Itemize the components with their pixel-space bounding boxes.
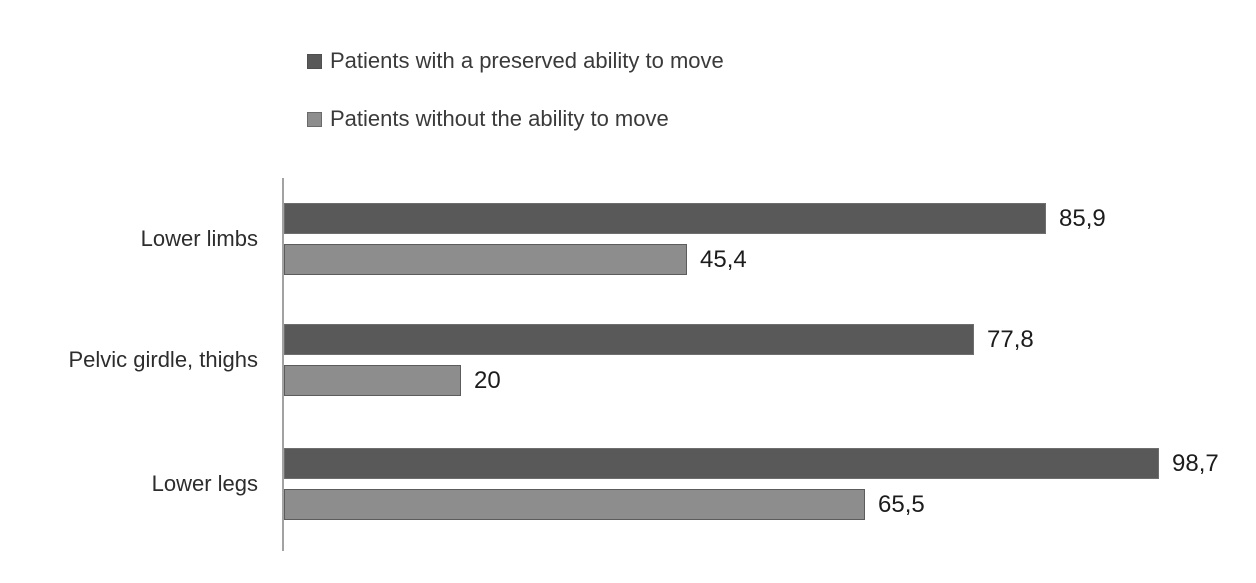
bar-group: Pelvic girdle, thighs 77,8 20 <box>0 324 1256 396</box>
legend-swatch-without-ability <box>307 111 322 127</box>
bar-preserved-ability: 77,8 <box>284 324 1034 355</box>
bar-value-label: 77,8 <box>987 325 1034 353</box>
bar-preserved-ability: 85,9 <box>284 203 1106 234</box>
bar-without-ability: 65,5 <box>284 489 925 520</box>
bar-value-label: 85,9 <box>1059 204 1106 232</box>
bar-preserved-ability: 98,7 <box>284 448 1219 479</box>
y-axis-line <box>282 178 284 551</box>
category-label: Lower legs <box>151 471 258 496</box>
bar-without-ability: 20 <box>284 365 501 396</box>
bar-value-label: 98,7 <box>1172 449 1219 477</box>
bar-without-ability: 45,4 <box>284 244 747 275</box>
legend-item-preserved-ability: Patients with a preserved ability to mov… <box>307 47 724 75</box>
bar-value-label: 45,4 <box>700 245 747 273</box>
bar-value-label: 65,5 <box>878 490 925 518</box>
legend-swatch-preserved-ability <box>307 53 322 69</box>
plot-area: Lower limbs 85,9 45,4 Pelvic girdle, thighs… <box>0 178 1256 551</box>
legend-label-without-ability: Patients without the ability to move <box>330 106 669 131</box>
legend-item-without-ability: Patients without the ability to move <box>307 105 669 133</box>
bar-value-label: 20 <box>474 366 501 394</box>
legend-label-preserved-ability: Patients with a preserved ability to mov… <box>330 48 724 73</box>
category-label: Lower limbs <box>140 226 258 251</box>
bar-group: Lower legs 98,7 65,5 <box>0 448 1256 520</box>
bar-group: Lower limbs 85,9 45,4 <box>0 203 1256 275</box>
category-label: Pelvic girdle, thighs <box>68 347 258 372</box>
